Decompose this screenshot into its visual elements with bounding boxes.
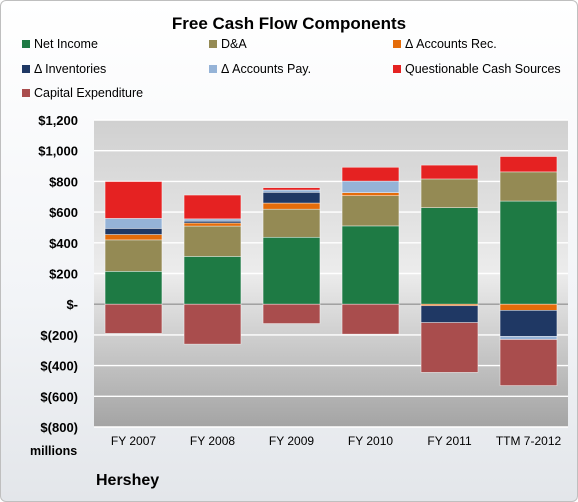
bar-segment [499, 303, 558, 311]
bar-segment [262, 191, 321, 204]
bar-segment [499, 200, 558, 305]
bar-segment [499, 339, 558, 386]
bar-segment [262, 202, 321, 210]
y-tick-label: $(400) [40, 359, 78, 374]
legend-label: Capital Expenditure [34, 86, 144, 100]
bar-segment [183, 222, 242, 227]
legend-item-accounts-rec: Δ Accounts Rec. [393, 37, 497, 51]
bar-segment [420, 164, 479, 180]
axes: $(800) $(600) $(400) $(200) $- $200 $400 $600 $8… [38, 113, 561, 448]
bar-segment [420, 207, 479, 305]
bars [104, 156, 558, 386]
unit-label: millions [30, 444, 78, 458]
bar-segment [104, 239, 163, 272]
bar-segment [183, 303, 242, 345]
bar-segment [262, 236, 321, 305]
legend-swatch-da [209, 40, 217, 48]
legend-swatch-capex [22, 89, 30, 97]
bar-segment [262, 187, 321, 191]
y-tick-label: $(200) [40, 328, 78, 343]
bar-segment [420, 322, 479, 373]
legend-swatch-accounts-pay [209, 65, 217, 73]
x-tick-label: TTM 7-2012 [496, 434, 562, 448]
y-tick-label: $200 [49, 267, 78, 282]
bar-segment [183, 218, 242, 222]
x-tick-label: FY 2010 [348, 434, 393, 448]
bar-segment [183, 194, 242, 220]
legend-swatch-net-income [22, 40, 30, 48]
legend-item-accounts-pay: Δ Accounts Pay. [209, 62, 311, 76]
bar-segment [104, 271, 163, 305]
company-name: Hershey [96, 472, 160, 489]
y-tick-label: $400 [49, 236, 78, 251]
legend-item-inventories: Δ Inventories [22, 62, 106, 76]
bar-segment [420, 178, 479, 208]
gridlines [94, 119, 568, 428]
bar-segment [499, 310, 558, 337]
legend-label: Net Income [34, 37, 98, 51]
bar-segment [341, 180, 400, 193]
legend-label: Δ Accounts Rec. [405, 37, 497, 51]
bar-segment [104, 234, 163, 241]
y-tick-label: $1,000 [38, 144, 78, 159]
x-tick-label: FY 2011 [427, 434, 472, 448]
bar-segment [341, 225, 400, 305]
x-tick-label: FY 2009 [269, 434, 314, 448]
y-tick-label: $- [66, 297, 78, 312]
legend-label: Questionable Cash Sources [405, 62, 561, 76]
bar-segment [341, 192, 400, 196]
bar-segment [499, 156, 558, 173]
y-tick-label: $(600) [40, 389, 78, 404]
legend-item-da: D&A [209, 37, 247, 51]
x-tick-label: FY 2007 [111, 434, 156, 448]
bar-segment [341, 166, 400, 182]
y-tick-label: $(800) [40, 420, 78, 435]
bar-segment [420, 305, 479, 323]
legend-swatch-inventories [22, 65, 30, 73]
bar-segment [104, 303, 163, 334]
legend-item-questionable-cash: Questionable Cash Sources [393, 62, 561, 76]
chart-title: Free Cash Flow Components [171, 14, 407, 33]
legend-item-net-income: Net Income [22, 37, 98, 51]
legend-swatch-accounts-rec [393, 40, 401, 48]
bar-segment [341, 303, 400, 335]
y-tick-label: $600 [49, 205, 78, 220]
bar-segment [341, 195, 400, 227]
legend-swatch-questionable-cash [393, 65, 401, 73]
bar-segment [104, 218, 163, 229]
x-tick-label: FY 2008 [190, 434, 235, 448]
bar-segment [183, 256, 242, 305]
bar-segment [499, 171, 558, 202]
bar-segment [104, 181, 163, 219]
bar-segment [104, 228, 163, 235]
bar-segment [499, 336, 558, 340]
bar-segment [262, 189, 321, 193]
y-tick-label: $800 [49, 174, 78, 189]
legend-label: D&A [221, 37, 247, 51]
legend-item-capex: Capital Expenditure [22, 86, 143, 100]
bar-segment [183, 225, 242, 257]
bar-segment [262, 208, 321, 238]
legend-label: Δ Accounts Pay. [221, 62, 312, 76]
legend-label: Δ Inventories [34, 62, 107, 76]
y-tick-label: $1,200 [38, 113, 78, 128]
bar-segment [262, 303, 321, 324]
